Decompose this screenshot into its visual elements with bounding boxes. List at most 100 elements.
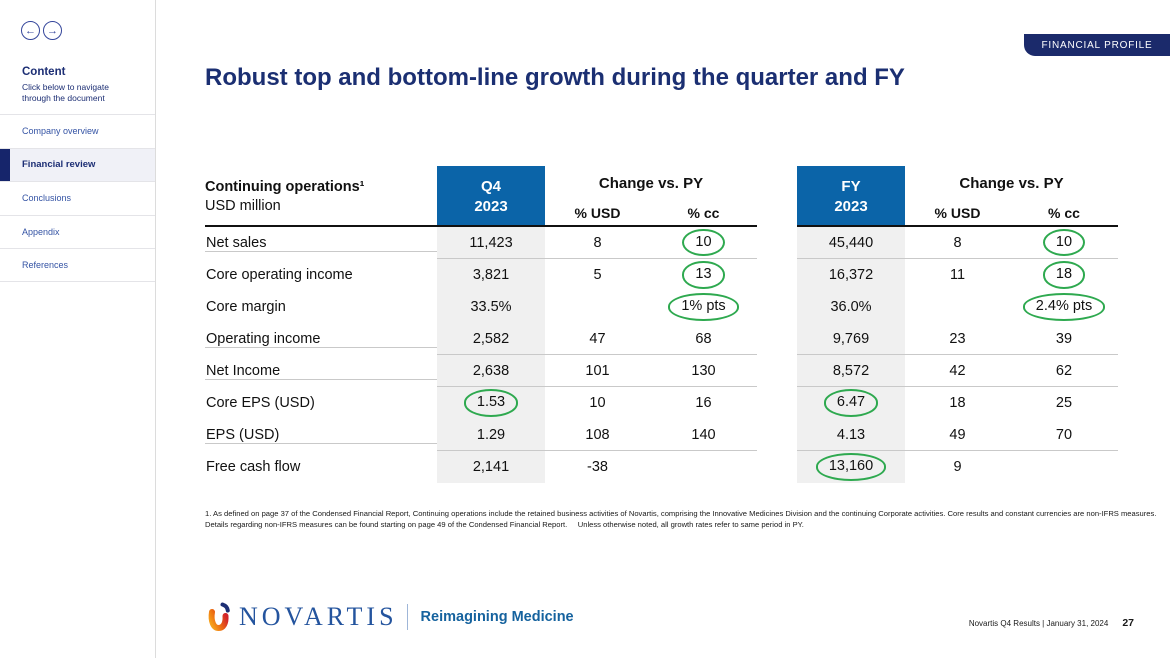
q4-change-cc: 13 — [650, 259, 757, 291]
row-label: Net sales — [205, 235, 437, 252]
q4-value: 1.29 — [437, 419, 545, 451]
sidebar-item-financial-review[interactable]: Financial review — [0, 147, 155, 181]
section-ribbon: FINANCIAL PROFILE — [1024, 34, 1170, 56]
forward-arrow-icon[interactable]: → — [43, 21, 62, 40]
sidebar-item-appendix[interactable]: Appendix — [0, 214, 155, 249]
fy-change-usd: 11 — [949, 267, 966, 283]
table-row-header: Continuing operations¹ USD million — [205, 165, 437, 227]
table-row: Free cash flow 2,141 -38 13,160 9 — [205, 451, 1118, 483]
q4-change-usd: 5 — [593, 267, 602, 283]
highlight-circle: 1.53 — [463, 389, 519, 417]
q4-2023-header: Q4 2023 — [437, 166, 545, 227]
fy-change-cc: 10 — [1010, 227, 1118, 259]
row-label: Operating income — [205, 331, 437, 348]
fy-change-usd — [905, 291, 1010, 323]
fy-value: 36.0% — [797, 291, 905, 323]
footer-note: Novartis Q4 Results | January 31, 2024 — [968, 618, 1109, 628]
highlight-circle: 6.47 — [823, 389, 879, 417]
fy-value: 4.13 — [797, 419, 905, 451]
novartis-flame-icon — [208, 602, 230, 632]
fy-value: 8,572 — [797, 355, 905, 387]
fy-change-usd: 23 — [905, 323, 1010, 355]
footer-meta: Novartis Q4 Results | January 31, 2024 2… — [969, 617, 1134, 629]
sidebar-item-references[interactable]: References — [0, 248, 155, 282]
sidebar-heading: Content — [22, 66, 66, 78]
q4-change-usd — [545, 291, 650, 323]
row-label: EPS (USD) — [205, 427, 437, 444]
q4-change-header: Change vs. PY % USD % cc — [545, 165, 757, 227]
fy-change-cc: 18 — [1010, 259, 1118, 291]
page-title: Robust top and bottom-line growth during… — [205, 64, 905, 91]
change-vs-py-label: Change vs. PY — [598, 175, 704, 192]
logo-divider — [406, 604, 408, 630]
q4-change-usd: -38 — [587, 459, 608, 475]
table-row: Core operating income 3,821 5 13 16,372 … — [205, 259, 1118, 291]
q4-value: 2,141 — [437, 451, 545, 483]
sidebar-subheading: Click below to navigate through the docu… — [22, 82, 109, 103]
fy-value: 13,160 — [797, 451, 905, 483]
q4-value: 2,582 — [437, 323, 545, 355]
fy-2023-header: FY 2023 — [797, 166, 905, 227]
change-vs-py-label: Change vs. PY — [959, 175, 1064, 192]
fy-value: 9,769 — [797, 323, 905, 355]
q4-change-cc: 1% pts — [650, 291, 757, 323]
table-row: Net sales 11,423 8 10 45,440 8 10 — [205, 227, 1118, 259]
footnote: 1. As defined on page 37 of the Condense… — [205, 509, 1159, 529]
sidebar-item-company-overview[interactable]: Company overview — [0, 114, 155, 148]
row-label: Net Income — [205, 363, 437, 380]
fy-change-header: Change vs. PY % USD % cc — [905, 165, 1118, 227]
fy-change-usd: 49 — [905, 419, 1010, 451]
row-label: Core margin — [206, 299, 286, 315]
page-number: 27 — [1122, 617, 1134, 629]
pct-cc-label: % cc — [1048, 205, 1080, 221]
fy-value: 45,440 — [797, 227, 905, 259]
q4-change-usd: 10 — [589, 395, 606, 411]
row-label: Core EPS (USD) — [206, 395, 315, 411]
fy-change-cc — [1010, 451, 1118, 483]
q4-change-cc: 16 — [695, 395, 712, 411]
pct-cc-label: % cc — [687, 205, 720, 221]
fy-change-cc: 2.4% pts — [1010, 291, 1118, 323]
q4-change-cc: 130 — [650, 355, 757, 387]
row-label: Free cash flow — [206, 459, 301, 475]
table-row: Core EPS (USD) 1.53 10 16 6.47 18 25 — [205, 387, 1118, 419]
q4-change-cc: 140 — [650, 419, 757, 451]
fy-change-cc: 70 — [1010, 419, 1118, 451]
q4-change-cc: 10 — [650, 227, 757, 259]
pct-usd-label: % USD — [574, 205, 621, 221]
novartis-wordmark: NOVARTIS — [239, 602, 398, 631]
highlight-circle: 10 — [682, 228, 725, 256]
fy-change-cc: 62 — [1010, 355, 1118, 387]
q4-change-usd: 101 — [545, 355, 650, 387]
q4-change-usd: 108 — [545, 419, 650, 451]
q4-value: 11,423 — [437, 227, 545, 259]
highlight-circle: 2.4% pts — [1022, 293, 1106, 321]
q4-value: 2,638 — [437, 355, 545, 387]
sidebar: ← → Content Click below to navigate thro… — [0, 0, 156, 658]
page-nav-arrows: ← → — [21, 21, 62, 40]
q4-change-usd: 47 — [545, 323, 650, 355]
sidebar-item-conclusions[interactable]: Conclusions — [0, 181, 155, 215]
table-header: Continuing operations¹ USD million Q4 20… — [205, 165, 1118, 227]
q4-value: 33.5% — [437, 291, 545, 323]
highlight-circle: 13 — [682, 261, 725, 289]
table-row: Operating income 2,582 47 68 9,769 23 39 — [205, 323, 1118, 355]
table-row: Net Income 2,638 101 130 8,572 42 62 — [205, 355, 1118, 387]
fy-change-usd: 8 — [905, 227, 1010, 259]
fy-change-usd: 18 — [949, 395, 966, 411]
q4-change-usd: 8 — [545, 227, 650, 259]
novartis-logo: NOVARTIS Reimagining Medicine — [205, 601, 574, 633]
continuing-operations-label: Continuing operations¹ — [205, 179, 365, 195]
fy-change-cc: 25 — [1055, 395, 1073, 411]
novartis-tagline: Reimagining Medicine — [420, 609, 574, 625]
table-row: EPS (USD) 1.29 108 140 4.13 49 70 — [205, 419, 1118, 451]
highlight-circle: 10 — [1042, 228, 1086, 256]
fy-change-usd: 9 — [953, 459, 962, 475]
table-row: Core margin 33.5% 1% pts 36.0% 2.4% pts — [205, 291, 1118, 323]
fy-change-cc: 39 — [1010, 323, 1118, 355]
q4-value: 3,821 — [437, 259, 545, 291]
back-arrow-icon[interactable]: ← — [21, 21, 40, 40]
fy-change-usd: 42 — [905, 355, 1010, 387]
fy-value: 6.47 — [797, 387, 905, 419]
row-label: Core operating income — [206, 267, 353, 283]
